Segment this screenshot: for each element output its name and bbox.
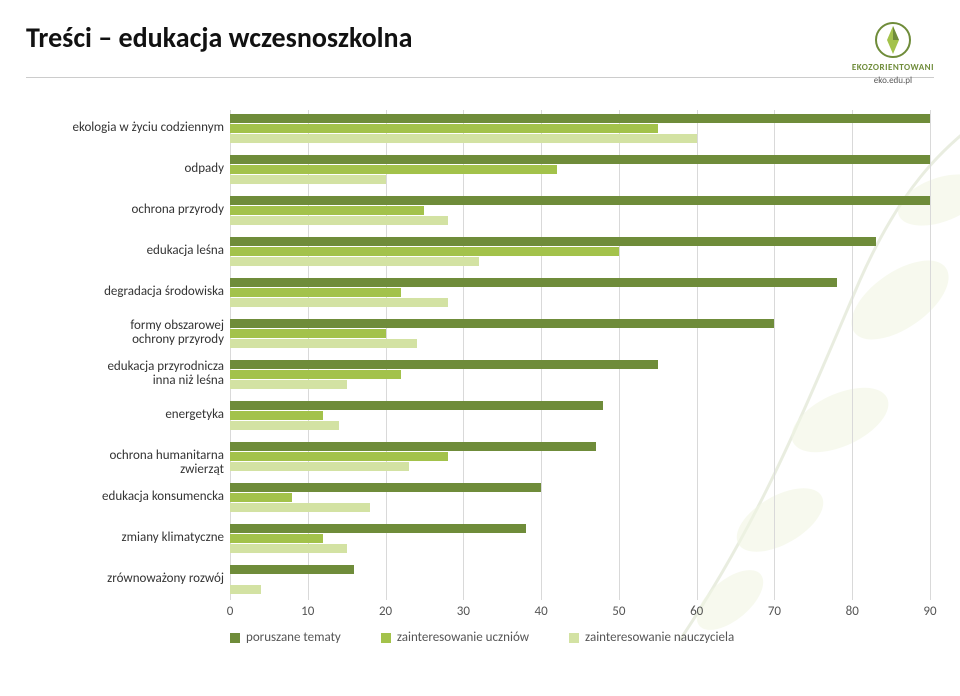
logo: EKOZORIENTOWANI eko.edu.pl bbox=[852, 20, 934, 86]
legend-item: zainteresowanie nauczyciela bbox=[569, 630, 734, 645]
legend-swatch bbox=[230, 633, 240, 643]
bar bbox=[230, 380, 347, 389]
bar bbox=[230, 339, 417, 348]
bar bbox=[230, 524, 526, 533]
plot-area: ekologia w życiu codziennym odpady ochrona… bbox=[230, 110, 930, 600]
bar bbox=[230, 288, 401, 297]
x-tick-label: 70 bbox=[768, 604, 781, 619]
legend-swatch bbox=[381, 633, 391, 643]
category-group: ochrona przyrody bbox=[230, 196, 930, 225]
compass-leaf-icon bbox=[873, 20, 913, 60]
logo-brand-text: EKOZORIENTOWANI bbox=[852, 62, 934, 73]
category-group: formy obszarowejochrony przyrody bbox=[230, 319, 930, 348]
category-label: ekologia w życiu codziennym bbox=[64, 121, 224, 136]
x-tick-label: 20 bbox=[379, 604, 392, 619]
bar bbox=[230, 298, 448, 307]
bar bbox=[230, 175, 386, 184]
category-group: zmiany klimatyczne bbox=[230, 524, 930, 553]
bar bbox=[230, 216, 448, 225]
logo-url-text: eko.edu.pl bbox=[874, 75, 912, 86]
page-header: Treści – edukacja wczesnoszkolna EKOZORI… bbox=[26, 20, 934, 78]
category-label: edukacja konsumencka bbox=[64, 490, 224, 505]
category-label: odpady bbox=[64, 162, 224, 177]
legend-item: poruszane tematy bbox=[230, 630, 341, 645]
bar bbox=[230, 278, 837, 287]
category-label: ochrona humanitarna zwierząt bbox=[64, 449, 224, 479]
legend: poruszane tematy zainteresowanie uczniów z… bbox=[230, 630, 930, 645]
bar bbox=[230, 237, 876, 246]
bar bbox=[230, 124, 658, 133]
category-group: odpady bbox=[230, 155, 930, 184]
legend-label: poruszane tematy bbox=[246, 630, 341, 645]
x-tick-label: 30 bbox=[457, 604, 470, 619]
bar bbox=[230, 544, 347, 553]
category-label: formy obszarowejochrony przyrody bbox=[64, 319, 224, 349]
legend-item: zainteresowanie uczniów bbox=[381, 630, 529, 645]
page-title: Treści – edukacja wczesnoszkolna bbox=[26, 20, 412, 55]
bar bbox=[230, 585, 261, 594]
x-tick-label: 60 bbox=[690, 604, 703, 619]
category-group: edukacja przyrodniczainna niż leśna bbox=[230, 360, 930, 389]
category-label: energetyka bbox=[64, 408, 224, 423]
bar bbox=[230, 165, 557, 174]
grouped-bar-chart: ekologia w życiu codziennym odpady ochrona… bbox=[60, 110, 930, 650]
category-label: degradacja środowiska bbox=[64, 285, 224, 300]
bar bbox=[230, 452, 448, 461]
bar bbox=[230, 196, 930, 205]
bar bbox=[230, 114, 930, 123]
legend-swatch bbox=[569, 633, 579, 643]
x-tick-label: 0 bbox=[227, 604, 234, 619]
bar bbox=[230, 360, 658, 369]
x-tick-label: 90 bbox=[923, 604, 936, 619]
category-label: edukacja przyrodniczainna niż leśna bbox=[64, 360, 224, 390]
bar bbox=[230, 411, 323, 420]
bar bbox=[230, 257, 479, 266]
bar bbox=[230, 155, 930, 164]
x-tick-label: 40 bbox=[535, 604, 548, 619]
bar bbox=[230, 565, 354, 574]
x-tick-label: 80 bbox=[846, 604, 859, 619]
category-group: zrównoważony rozwój bbox=[230, 565, 930, 594]
category-group: ochrona humanitarna zwierząt bbox=[230, 442, 930, 471]
category-label: edukacja leśna bbox=[64, 244, 224, 259]
category-group: degradacja środowiska bbox=[230, 278, 930, 307]
category-label: zrównoważony rozwój bbox=[64, 572, 224, 587]
bar bbox=[230, 319, 774, 328]
bar bbox=[230, 247, 619, 256]
bar bbox=[230, 462, 409, 471]
bar bbox=[230, 421, 339, 430]
bar bbox=[230, 401, 603, 410]
category-group: ekologia w życiu codziennym bbox=[230, 114, 930, 143]
category-label: ochrona przyrody bbox=[64, 203, 224, 218]
bar bbox=[230, 134, 697, 143]
bar bbox=[230, 370, 401, 379]
category-group: edukacja konsumencka bbox=[230, 483, 930, 512]
bar bbox=[230, 206, 424, 215]
category-label: zmiany klimatyczne bbox=[64, 531, 224, 546]
gridline bbox=[930, 110, 931, 600]
legend-label: zainteresowanie nauczyciela bbox=[585, 630, 734, 645]
bar bbox=[230, 493, 292, 502]
legend-label: zainteresowanie uczniów bbox=[397, 630, 529, 645]
bar bbox=[230, 442, 596, 451]
bar bbox=[230, 503, 370, 512]
x-axis: 0102030405060708090 bbox=[230, 604, 930, 622]
bar bbox=[230, 483, 541, 492]
category-group: edukacja leśna bbox=[230, 237, 930, 266]
bar bbox=[230, 329, 386, 338]
x-tick-label: 50 bbox=[612, 604, 625, 619]
bar bbox=[230, 534, 323, 543]
category-group: energetyka bbox=[230, 401, 930, 430]
x-tick-label: 10 bbox=[301, 604, 314, 619]
